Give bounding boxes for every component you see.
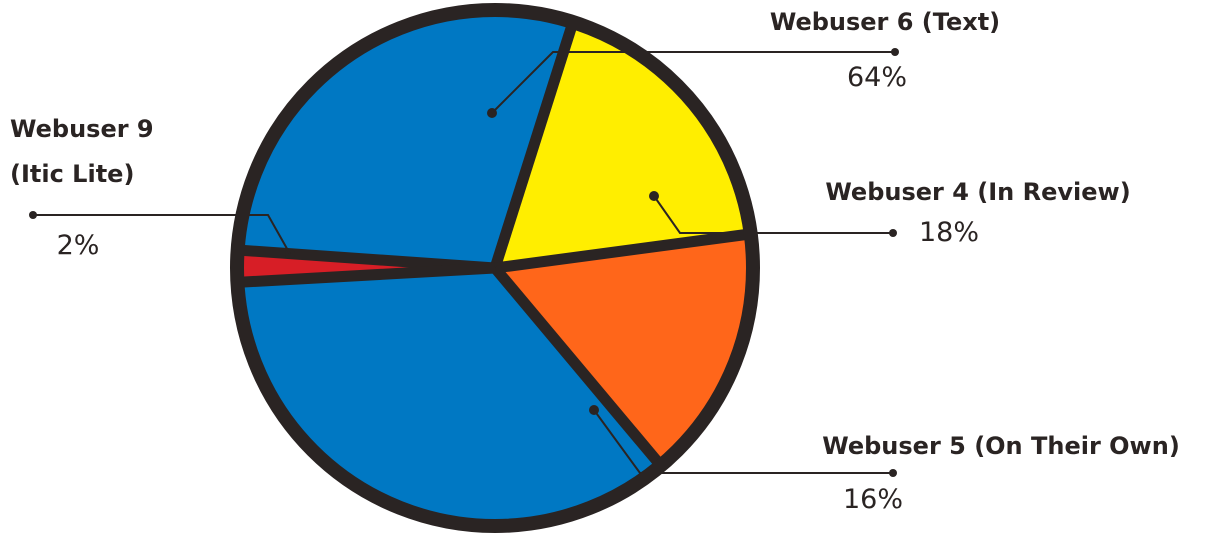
slice-divider (489, 20, 579, 270)
label-webuser-9-line1: Webuser 9 (10, 115, 154, 143)
slice-webuser-6-lower (237, 268, 661, 527)
pct-webuser-5: 16% (843, 484, 903, 515)
pie-slices (230, 3, 760, 533)
leader-line-webuser-6 (491, 51, 895, 114)
label-webuser-5: Webuser 5 (On Their Own) (822, 432, 1180, 460)
slice-divider (490, 264, 666, 470)
slice-webuser-5 (495, 233, 753, 466)
pct-webuser-4: 18% (919, 217, 979, 248)
slice-labels: Webuser 6 (Text) 64% Webuser 4 (In Revie… (10, 8, 1180, 515)
slice-webuser-6-upper (237, 10, 574, 268)
label-webuser-4: Webuser 4 (In Review) (825, 178, 1130, 206)
label-webuser-6: Webuser 6 (Text) (770, 8, 1000, 36)
leader-line-webuser-4 (653, 195, 893, 234)
leader-dot-webuser-9-outer (29, 211, 37, 219)
label-webuser-9-line2: (Itic Lite) (10, 160, 134, 188)
slice-divider (494, 228, 752, 274)
leader-dot-webuser-4-outer (889, 229, 897, 237)
leader-dot-webuser-5-outer (889, 469, 897, 477)
leader-line-webuser-5 (593, 409, 893, 474)
pct-webuser-6: 64% (847, 62, 907, 93)
leader-lines (29, 48, 899, 477)
pct-webuser-9: 2% (57, 230, 100, 261)
slice-divider (237, 262, 496, 288)
leader-dot-webuser-6-outer (891, 48, 899, 56)
leader-line-webuser-9 (33, 214, 291, 255)
pie-outline (230, 3, 760, 533)
